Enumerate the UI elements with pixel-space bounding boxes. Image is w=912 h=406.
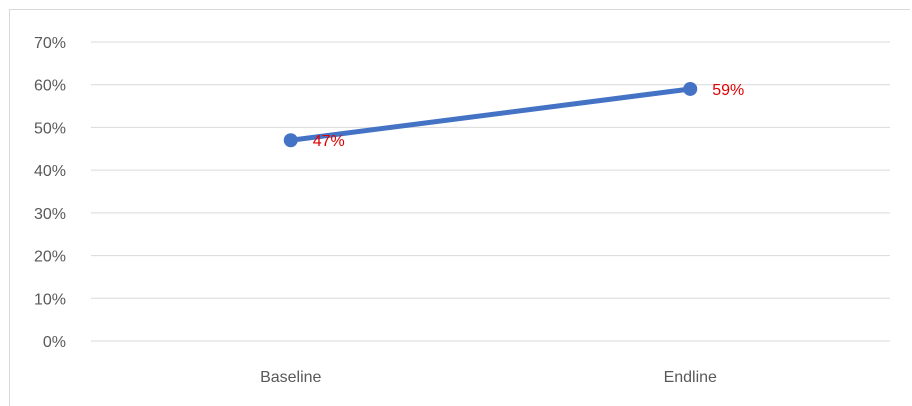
y-tick-label: 70%	[34, 35, 66, 52]
x-tick-label: Baseline	[260, 369, 321, 386]
data-point	[283, 133, 298, 148]
data-labels: 47% 59%	[313, 82, 745, 150]
y-tick-label: 50%	[34, 120, 66, 137]
line-chart: 0%10%20%30%40%50%60%70% Baseline Endline …	[34, 35, 890, 386]
series-group	[283, 81, 698, 148]
y-tick-label: 10%	[34, 291, 66, 308]
gridlines	[91, 41, 890, 342]
y-axis: 0% 10% 20% 30% 40% 50% 60% 70%	[34, 35, 66, 351]
data-label: 59%	[712, 82, 744, 99]
y-tick-label: 0%	[43, 334, 66, 351]
x-tick-label: Endline	[664, 369, 717, 386]
y-tick-label: 60%	[34, 78, 66, 95]
data-point	[683, 81, 698, 96]
y-tick-label: 30%	[34, 206, 66, 223]
series-line	[288, 86, 693, 143]
data-label: 47%	[313, 133, 345, 150]
chart-frame	[9, 9, 910, 406]
y-tick-label: 40%	[34, 163, 66, 180]
x-axis: Baseline Endline	[260, 369, 717, 386]
y-tick-label: 20%	[34, 249, 66, 266]
